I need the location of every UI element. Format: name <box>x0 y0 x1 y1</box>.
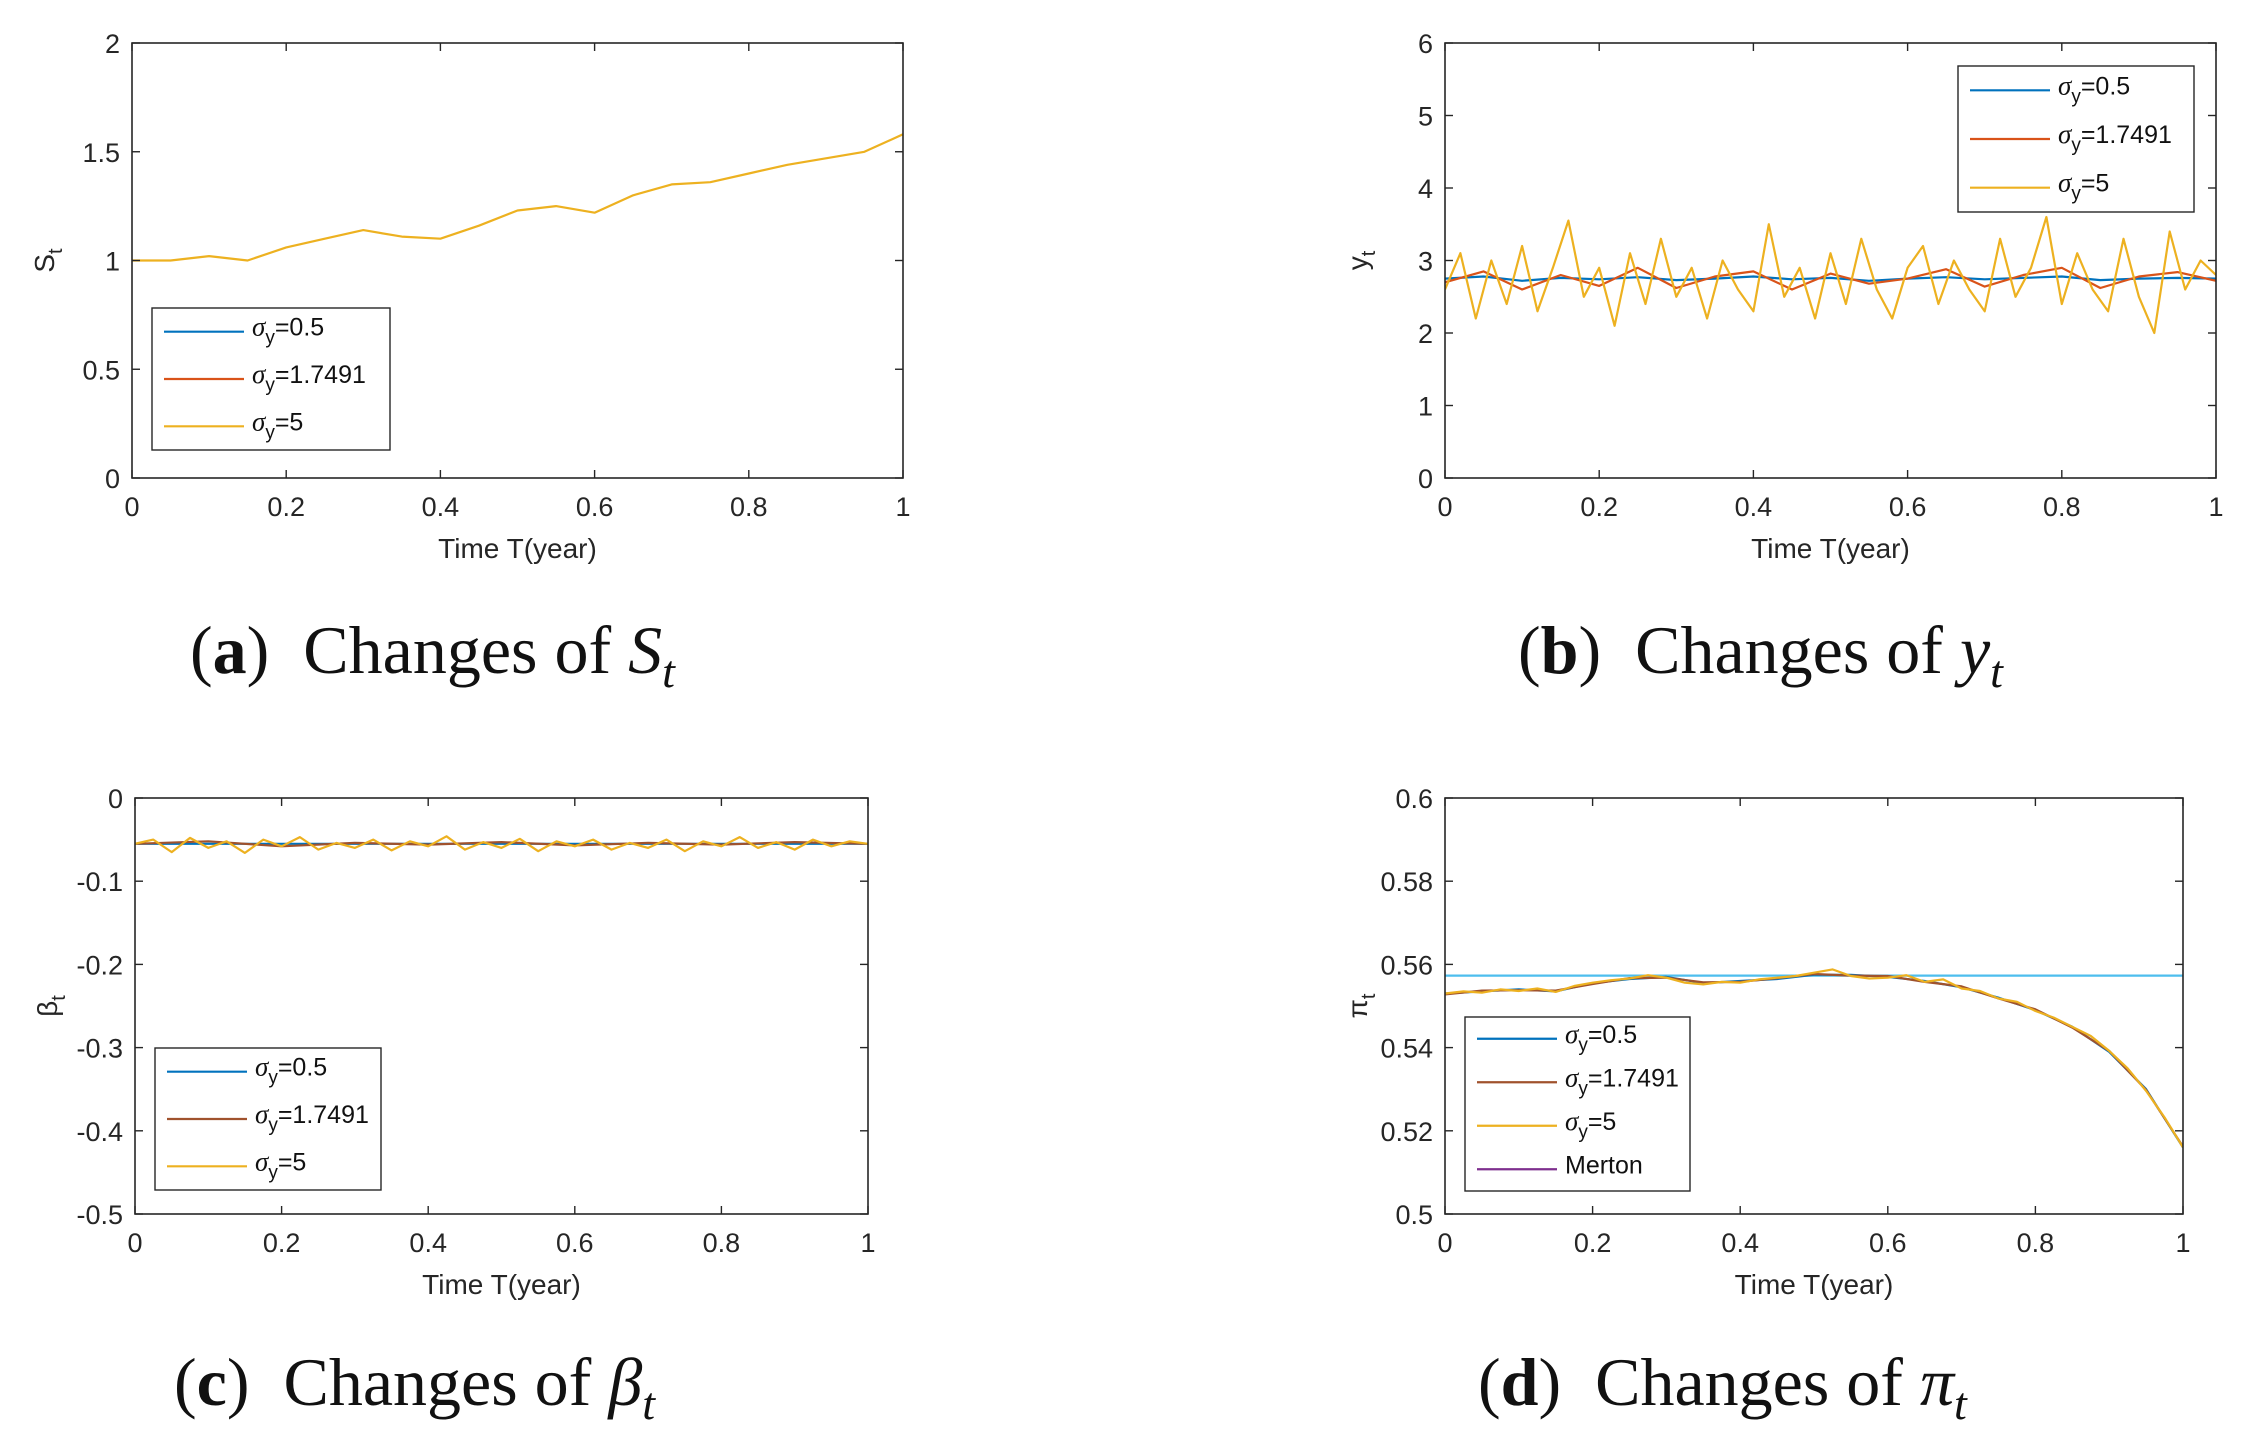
caption-a: (a) Changes of St <box>190 612 676 697</box>
legend-c: σy=0.5 σy=1.7491 σy=5 <box>154 1047 382 1191</box>
caption-c: (c) Changes of βt <box>174 1344 656 1429</box>
legend-entry-a-1: σy=1.7491 <box>252 359 366 396</box>
x-axis-label-b: Time T(year) <box>1751 533 1910 564</box>
chart-panel-d: 0 0.2 0.4 0.6 0.8 1 0.5 0.52 0.54 0.56 0.58 0.6 Time… <box>1342 784 2191 1429</box>
legend-entry-d-0: σy=0.5 <box>1565 1019 1637 1056</box>
x-tick-label-b: 0.4 <box>1735 492 1773 522</box>
legend-entry-d-1: σy=1.7491 <box>1565 1062 1679 1099</box>
x-tick-label-a: 0.2 <box>267 492 305 522</box>
y-axis-label-c: βt <box>32 995 70 1017</box>
y-tick-label-b: 6 <box>1418 29 1433 59</box>
legend-entry-b-0: σy=0.5 <box>2058 70 2130 107</box>
y-tick-label-b: 0 <box>1418 464 1433 494</box>
y-tick-label-d: 0.5 <box>1395 1200 1433 1230</box>
y-tick-label-c: -0.2 <box>76 950 123 980</box>
series-line-a-0 <box>132 133 903 262</box>
x-tick-label-c: 0.2 <box>263 1228 301 1258</box>
x-tick-label-a: 0.8 <box>730 492 768 522</box>
y-tick-label-c: -0.5 <box>76 1200 123 1230</box>
series-line-d-3 <box>1445 968 2183 1148</box>
y-tick-label-a: 2 <box>105 29 120 59</box>
x-tick-label-a: 0 <box>124 492 139 522</box>
x-axis-label-a: Time T(year) <box>438 533 597 564</box>
x-tick-label-b: 0.8 <box>2043 492 2081 522</box>
y-tick-label-d: 0.56 <box>1380 950 1433 980</box>
series-group-b <box>1445 215 2216 335</box>
y-tick-label-b: 3 <box>1418 247 1433 277</box>
x-tick-label-b: 1 <box>2208 492 2223 522</box>
y-tick-label-a: 0 <box>105 464 120 494</box>
y-tick-label-b: 5 <box>1418 102 1433 132</box>
series-line-c-2 <box>135 835 868 855</box>
x-tick-label-d: 0.6 <box>1869 1228 1907 1258</box>
legend-b: σy=0.5 σy=1.7491 σy=5 <box>1957 65 2195 213</box>
legend-a: σy=0.5 σy=1.7491 σy=5 <box>151 307 391 451</box>
y-tick-label-b: 1 <box>1418 392 1433 422</box>
y-tick-label-b: 2 <box>1418 319 1433 349</box>
x-tick-label-d: 0.4 <box>1721 1228 1759 1258</box>
axes-frame-c <box>134 797 869 1215</box>
legend-entry-a-0: σy=0.5 <box>252 312 324 349</box>
x-tick-label-a: 1 <box>895 492 910 522</box>
legend-entry-c-0: σy=0.5 <box>255 1052 327 1089</box>
x-tick-label-c: 0.8 <box>703 1228 741 1258</box>
legend-entry-d-2: σy=5 <box>1565 1106 1616 1143</box>
series-group-d <box>1445 968 2183 1148</box>
series-line-b-1 <box>1445 266 2216 291</box>
legend-entry-c-1: σy=1.7491 <box>255 1099 369 1136</box>
legend-entry-c-2: σy=5 <box>255 1146 306 1183</box>
legend-d: σy=0.5 σy=1.7491 σy=5 Merton <box>1464 1016 1691 1192</box>
y-tick-label-c: -0.3 <box>76 1034 123 1064</box>
x-tick-label-b: 0.2 <box>1580 492 1618 522</box>
y-tick-label-c: -0.1 <box>76 867 123 897</box>
y-tick-label-a: 1 <box>105 247 120 277</box>
chart-panel-c: 0 0.2 0.4 0.6 0.8 1 -0.5 -0.4 -0.3 -0.2 -0.1 0 Time … <box>32 784 876 1429</box>
legend-box-d <box>1464 1016 1691 1192</box>
x-tick-label-c: 0.4 <box>409 1228 447 1258</box>
x-axis-label-d: Time T(year) <box>1735 1269 1894 1300</box>
y-tick-label-d: 0.52 <box>1380 1117 1433 1147</box>
series-group-a <box>132 133 903 262</box>
x-tick-label-d: 1 <box>2175 1228 2190 1258</box>
x-tick-label-c: 0 <box>127 1228 142 1258</box>
y-tick-label-c: 0 <box>108 784 123 814</box>
y-tick-label-a: 1.5 <box>82 138 120 168</box>
series-line-b-2 <box>1445 215 2216 335</box>
axes-frame-d <box>1444 797 2184 1215</box>
x-tick-label-b: 0.6 <box>1889 492 1927 522</box>
legend-entry-b-2: σy=5 <box>2058 168 2109 205</box>
x-tick-label-b: 0 <box>1437 492 1452 522</box>
x-tick-label-c: 1 <box>860 1228 875 1258</box>
y-tick-label-d: 0.54 <box>1380 1034 1433 1064</box>
x-tick-label-d: 0.2 <box>1574 1228 1612 1258</box>
y-tick-label-d: 0.6 <box>1395 784 1433 814</box>
x-tick-label-a: 0.6 <box>576 492 614 522</box>
y-axis-label-d: πt <box>1342 993 1380 1018</box>
x-axis-label-c: Time T(year) <box>422 1269 581 1300</box>
legend-entry-d-3: Merton <box>1565 1151 1643 1179</box>
y-axis-label-b: yt <box>1342 250 1380 270</box>
y-tick-label-a: 0.5 <box>82 355 120 385</box>
legend-entry-b-1: σy=1.7491 <box>2058 119 2172 156</box>
chart-panel-a: 0 0.2 0.4 0.6 0.8 1 0 0.5 1 1.5 2 Time T(year) St σy=… <box>29 29 911 697</box>
x-tick-label-a: 0.4 <box>422 492 460 522</box>
chart-panel-b: 0 0.2 0.4 0.6 0.8 1 0 1 2 3 4 5 6 Time T(year) yt σy=0.… <box>1342 29 2224 697</box>
y-tick-label-c: -0.4 <box>76 1117 123 1147</box>
series-group-c <box>135 835 868 855</box>
caption-d: (d) Changes of πt <box>1478 1344 1968 1429</box>
y-tick-label-d: 0.58 <box>1380 867 1433 897</box>
caption-b: (b) Changes of yt <box>1518 612 2004 697</box>
y-axis-label-a: St <box>29 248 67 273</box>
x-tick-label-d: 0.8 <box>2017 1228 2055 1258</box>
x-tick-label-d: 0 <box>1437 1228 1452 1258</box>
legend-entry-a-2: σy=5 <box>252 406 303 443</box>
x-tick-label-c: 0.6 <box>556 1228 594 1258</box>
y-tick-label-b: 4 <box>1418 174 1433 204</box>
